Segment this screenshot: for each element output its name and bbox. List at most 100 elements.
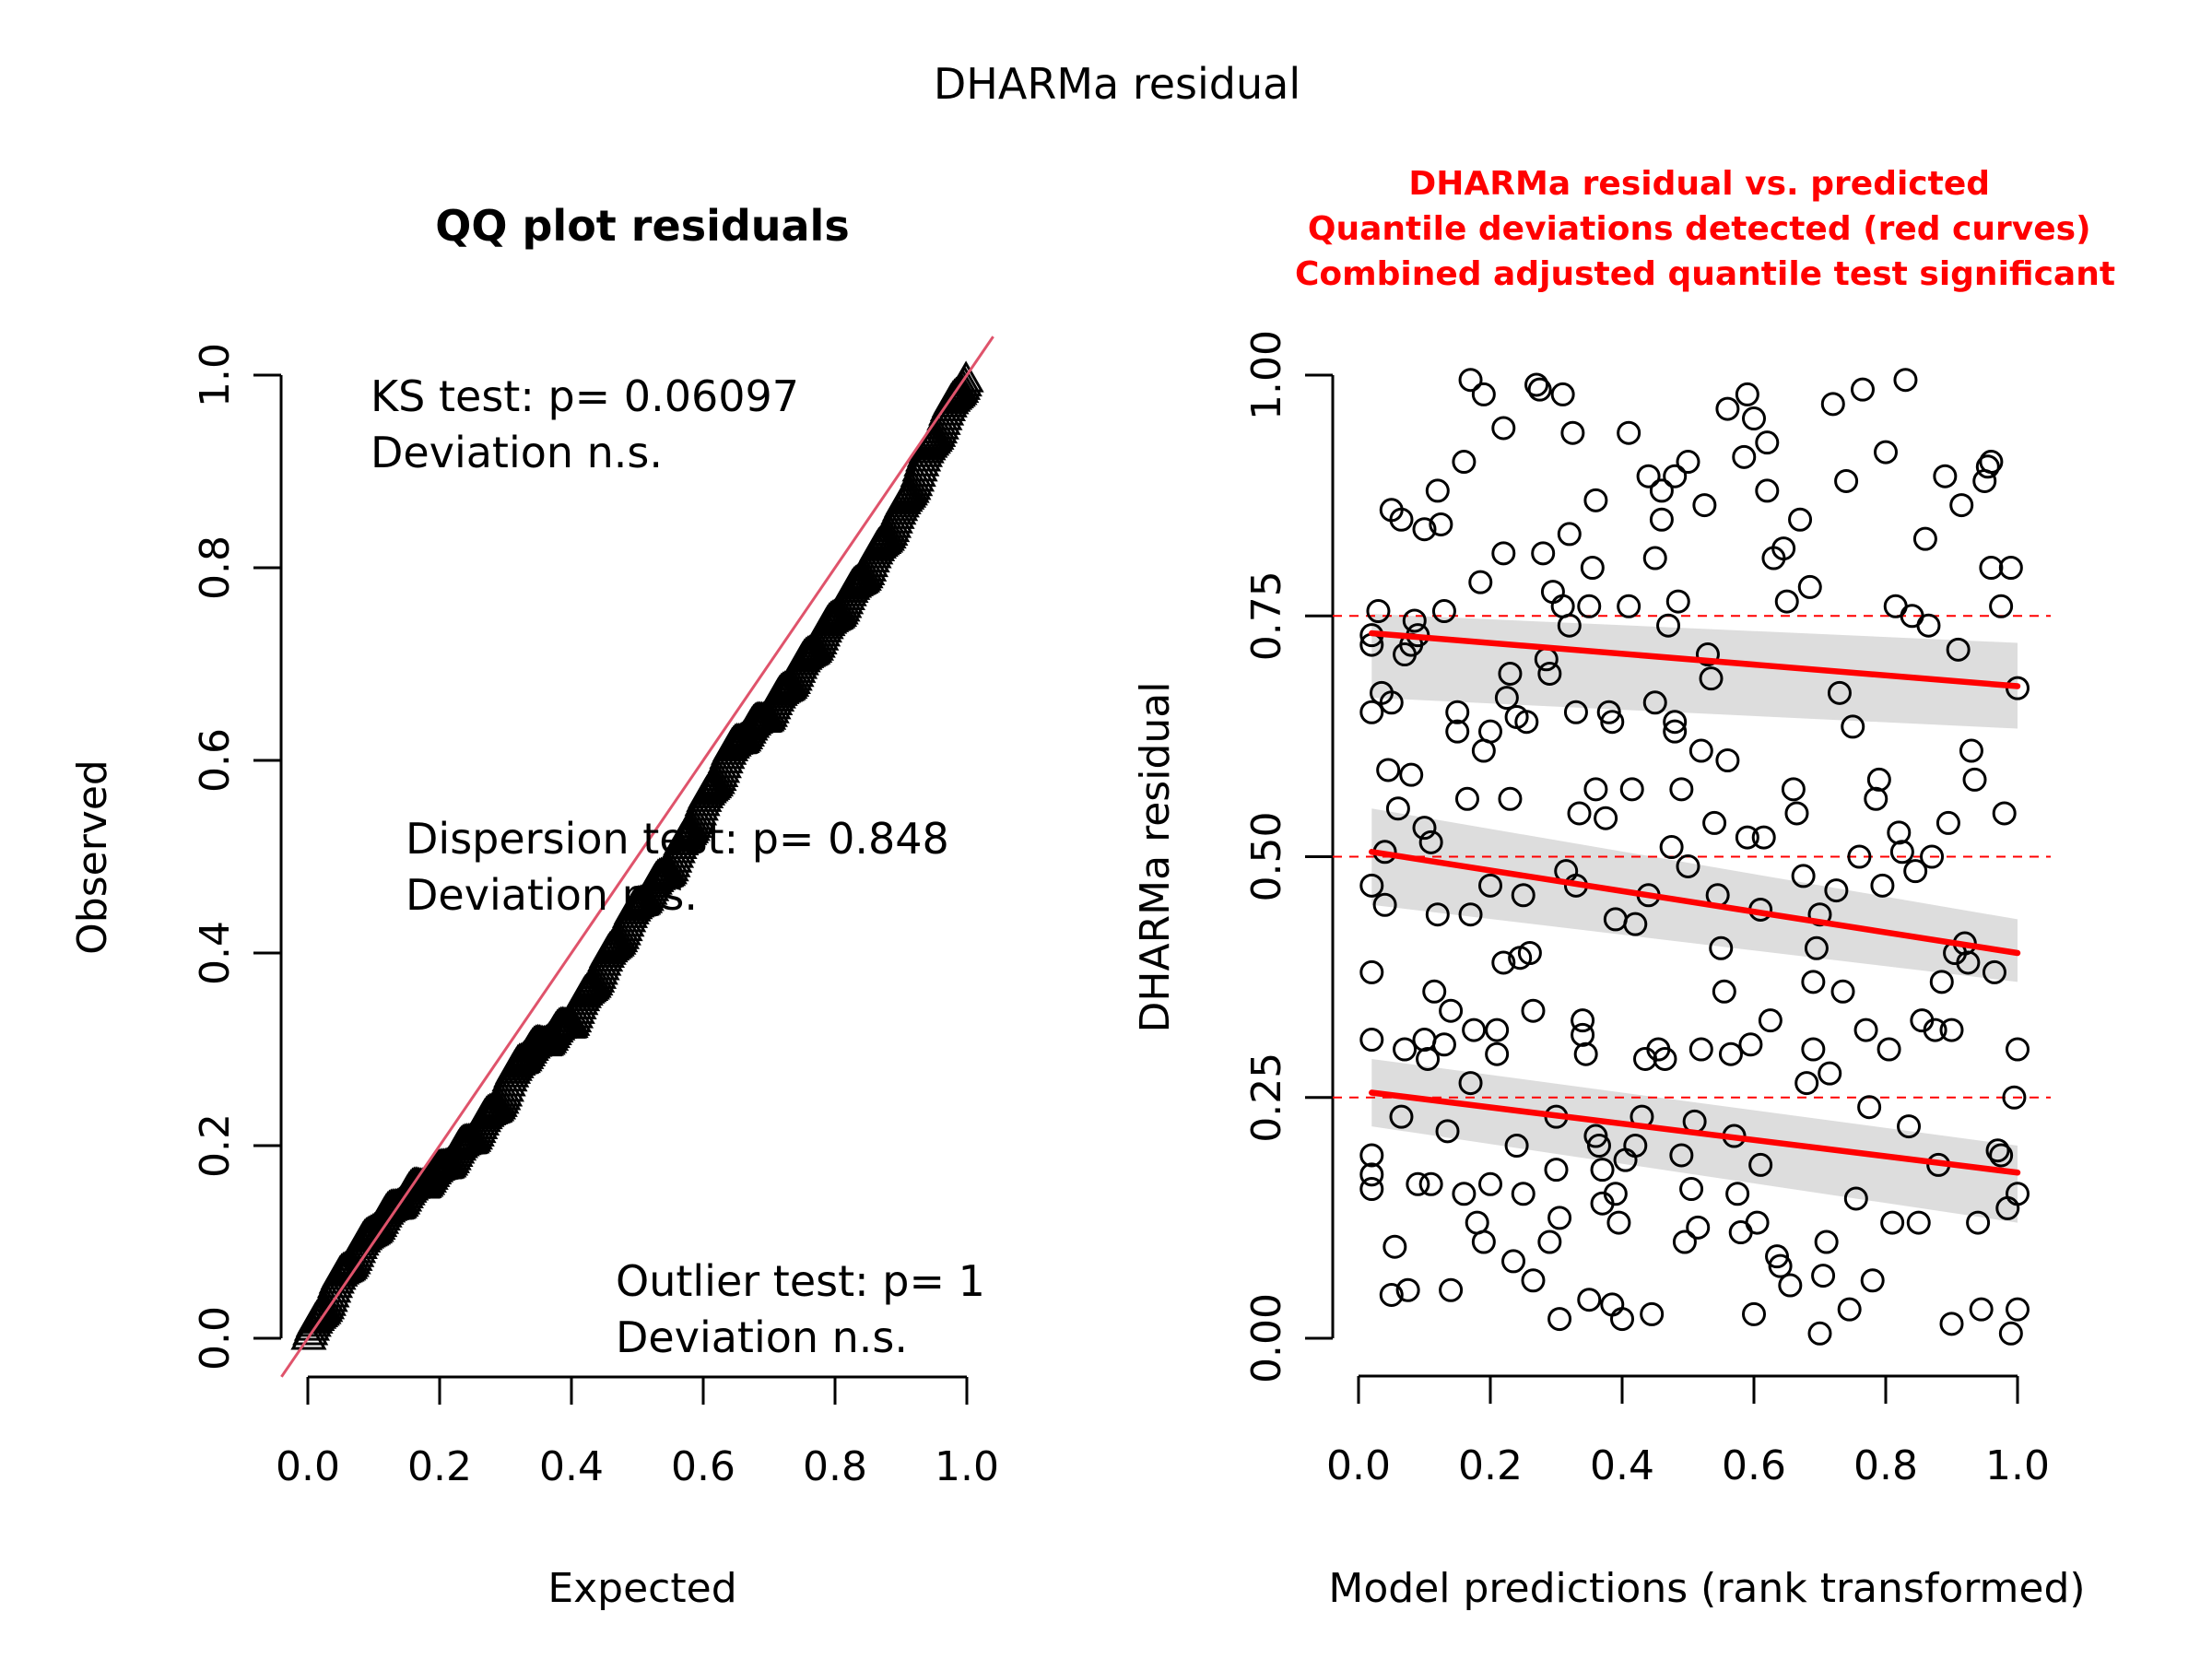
residual-point <box>1665 589 1690 614</box>
residual-point <box>1521 998 1546 1023</box>
residual-point <box>1659 835 1684 860</box>
residual-point <box>1544 1158 1569 1182</box>
residual-point <box>1979 556 2004 580</box>
residual-point <box>1834 468 1859 493</box>
residual-point <box>1439 1277 1464 1302</box>
residual-title-line-2: Quantile deviations detected (red curves… <box>1308 210 2091 248</box>
qq-y-tick-label: 0.4 <box>192 921 239 985</box>
residual-point <box>1359 959 1384 984</box>
residual-point <box>1376 758 1401 782</box>
quantile-fit-line <box>1369 1089 2021 1176</box>
residual-point <box>1521 1268 1546 1293</box>
residual-point <box>1580 556 1605 580</box>
residual-point <box>1594 806 1618 830</box>
residual-point <box>1676 450 1700 475</box>
residual-point <box>1537 1230 1562 1254</box>
residual-point <box>1649 507 1674 532</box>
residual-point <box>1359 700 1384 724</box>
residual-point <box>1702 810 1727 835</box>
residual-point <box>1389 507 1414 532</box>
residual-point <box>1864 786 1888 811</box>
residual-point <box>1830 979 1855 1004</box>
residual-point <box>1688 1037 1713 1062</box>
residual-point <box>1458 902 1483 927</box>
residual-point <box>1663 464 1688 488</box>
residual-point <box>1471 382 1496 406</box>
residual-point <box>1379 1282 1404 1307</box>
residual-point <box>1557 613 1582 638</box>
residual-point <box>1903 859 1928 884</box>
residual-point <box>1504 1134 1529 1158</box>
residual-point <box>1402 608 1427 633</box>
residual-point <box>1663 719 1688 744</box>
residual-point <box>1781 777 1806 802</box>
residual-point <box>1468 570 1493 594</box>
qq-x-axis-title: Expected <box>547 1565 736 1612</box>
residual-point <box>1906 1210 1931 1235</box>
residual-point <box>1847 844 1872 869</box>
residual-point <box>1920 844 1945 869</box>
residual-point <box>1827 680 1852 705</box>
residual-point <box>1949 493 1974 518</box>
residual-point <box>1893 368 1918 393</box>
residual-point <box>1586 1134 1611 1158</box>
residual-point <box>1939 1312 1964 1336</box>
dispersion-test-line-1: Dispersion test: p= 0.848 <box>406 814 949 864</box>
residual-point <box>1774 589 1799 614</box>
residual-point <box>1877 1037 1901 1062</box>
residual-point <box>1801 1037 1826 1062</box>
residual-x-tick-label: 0.8 <box>1853 1442 1918 1489</box>
residual-point <box>1571 1008 1595 1033</box>
residual-point <box>1765 1244 1790 1269</box>
residual-point <box>1718 1041 1743 1066</box>
residual-point <box>1395 1277 1420 1302</box>
residual-title-line-1: DHARMa residual vs. predicted <box>1408 165 1990 203</box>
residual-point <box>1435 1119 1460 1144</box>
residual-point <box>1814 1230 1839 1254</box>
residual-point <box>1399 762 1424 787</box>
qq-y-tick-label: 0.6 <box>192 728 239 793</box>
residual-point <box>1359 873 1384 898</box>
residual-point <box>1929 970 1954 994</box>
residual-point <box>1563 700 1588 724</box>
residual-x-tick-label: 1.0 <box>1985 1442 2050 1489</box>
residual-point <box>1745 1210 1770 1235</box>
qq-y-tick-label: 0.2 <box>192 1113 239 1178</box>
residual-point <box>1583 488 1608 512</box>
residual-point <box>1501 1249 1526 1274</box>
residual-point <box>1531 541 1556 566</box>
residual-point <box>1998 1321 2023 1346</box>
residual-point <box>1406 1171 1430 1196</box>
residual-point <box>1596 700 1621 724</box>
residual-point <box>1735 382 1759 406</box>
ks-test-line-2: Deviation n.s. <box>371 428 663 477</box>
residual-point <box>1642 546 1667 571</box>
qq-y-tick-label: 1.0 <box>192 343 239 407</box>
residual-point <box>1709 935 1734 960</box>
residual-point <box>1688 738 1713 763</box>
residual-point <box>1889 840 1914 865</box>
residual-point <box>1699 666 1724 691</box>
residual-point <box>1478 1171 1502 1196</box>
residual-point <box>1679 1177 1704 1202</box>
residual-point <box>1412 816 1437 841</box>
residual-point <box>1547 1307 1572 1332</box>
residual-point <box>1571 1022 1595 1047</box>
residual-point <box>1462 1018 1487 1042</box>
residual-point <box>1933 464 1958 488</box>
residual-y-tick-label: 0.25 <box>1243 1053 1290 1143</box>
residual-point <box>1794 1071 1819 1096</box>
residual-x-tick-label: 0.4 <box>1590 1442 1654 1489</box>
residual-point <box>1498 786 1523 811</box>
residual-point <box>1989 594 2014 618</box>
quantile-confidence-band <box>1371 614 2018 729</box>
residual-point <box>1431 1032 1456 1057</box>
residual-point <box>1850 377 1875 402</box>
residual-point <box>1676 853 1700 878</box>
residual-x-tick-label: 0.0 <box>1326 1442 1391 1489</box>
residual-point <box>1619 777 1644 802</box>
residual-point <box>1962 767 1987 792</box>
residual-x-tick-label: 0.6 <box>1722 1442 1786 1489</box>
residual-point <box>1979 450 2004 475</box>
residual-point <box>1860 1268 1885 1293</box>
